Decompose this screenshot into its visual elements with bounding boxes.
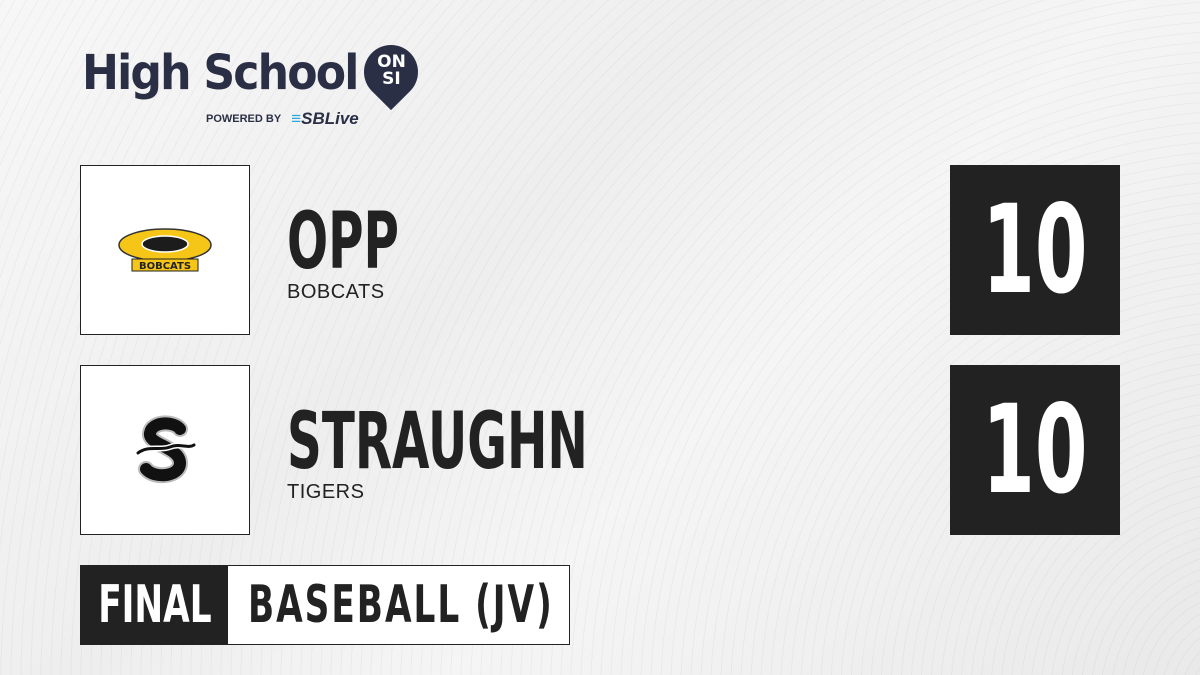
sport-label: BASEBALL (JV) — [248, 575, 554, 635]
team-name-opp: OPP — [287, 197, 400, 287]
team-logo-opp: BOBCATS — [80, 165, 250, 335]
bobcats-logo-icon: BOBCATS — [118, 228, 212, 272]
on-si-pin: ON SI — [353, 33, 430, 113]
final-status-badge: FINAL — [81, 566, 228, 644]
on-si-badge: ON SI — [377, 52, 406, 89]
tigers-logo-icon — [135, 415, 197, 484]
score-straughn: 10 — [950, 365, 1120, 535]
team-name-straughn: STRAUGHN — [287, 397, 588, 487]
game-status-bar: FINAL BASEBALL (JV) — [80, 565, 570, 645]
score-opp: 10 — [950, 165, 1120, 335]
team-logo-straughn — [80, 365, 250, 535]
high-school-on-si-logo: High School ON SI POWERED BY ≡SBLive — [82, 33, 542, 135]
powered-by-label: POWERED BY — [206, 113, 282, 125]
brand-title: High School — [82, 45, 359, 101]
team-mascot-opp: BOBCATS — [287, 281, 385, 303]
team-mascot-straughn: TIGERS — [287, 481, 365, 503]
sblive-logo: ≡SBLive — [291, 109, 359, 128]
svg-text:BOBCATS: BOBCATS — [139, 261, 191, 272]
sblive-mark-icon: ≡ — [291, 109, 302, 128]
